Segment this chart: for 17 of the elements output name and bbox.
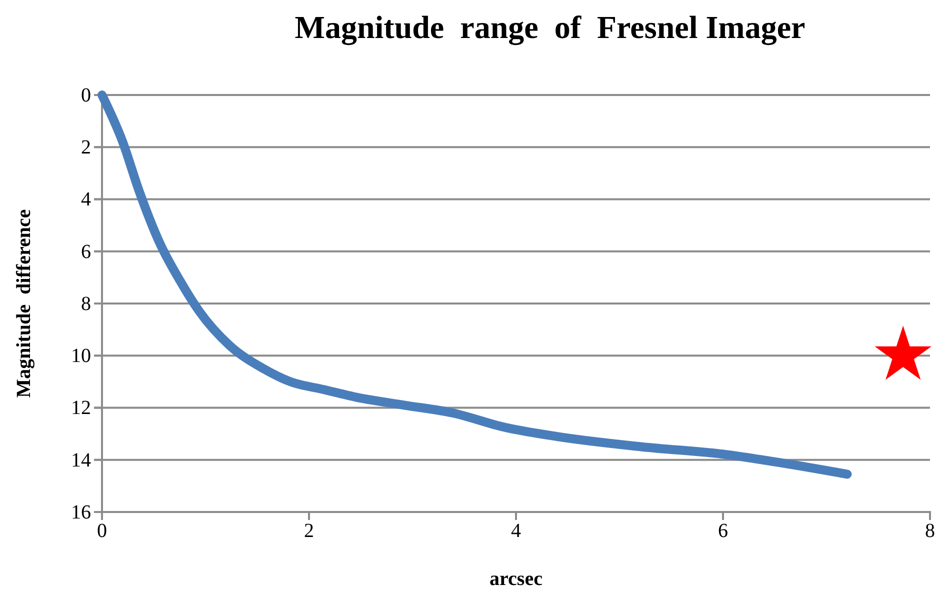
- y-tick-label: 2: [81, 136, 91, 159]
- y-tick-label: 10: [71, 345, 91, 368]
- y-tick-label: 0: [81, 84, 91, 106]
- y-tick-label: 16: [71, 501, 91, 524]
- x-axis-title: arcsec: [490, 568, 543, 590]
- x-tick-label: 0: [97, 520, 107, 542]
- y-tick-label: 8: [81, 292, 91, 315]
- y-axis-title: Magnitude difference: [13, 209, 35, 398]
- y-tick-label: 14: [71, 449, 91, 472]
- x-tick-label: 4: [511, 520, 521, 542]
- x-tick-label: 8: [925, 520, 935, 542]
- x-tick-label: 2: [304, 520, 314, 542]
- y-tick-label: 12: [71, 397, 91, 420]
- y-tick-label: 4: [81, 188, 91, 211]
- y-tick-label: 6: [81, 240, 91, 263]
- x-tick-label: 6: [718, 520, 728, 542]
- chart-title: Magnitude range of Fresnel Imager: [294, 9, 806, 46]
